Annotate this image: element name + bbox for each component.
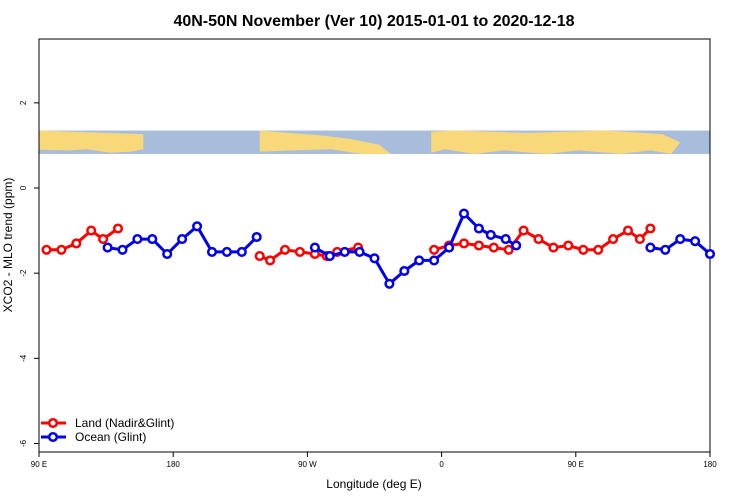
series-land-line bbox=[433, 227, 652, 252]
series-ocean-point bbox=[221, 246, 232, 257]
series-ocean-point bbox=[485, 229, 496, 240]
series-land-point bbox=[488, 242, 499, 253]
series-layer bbox=[41, 208, 716, 289]
series-ocean-point bbox=[192, 221, 203, 232]
x-tick-label: 180 bbox=[703, 460, 717, 469]
y-axis: 2 0 -2 -4 -6 bbox=[19, 100, 39, 447]
y-tick-label: 2 bbox=[19, 100, 28, 105]
series-land-point bbox=[98, 234, 109, 245]
map-strip bbox=[39, 130, 710, 154]
series-land-point bbox=[563, 240, 574, 251]
series-ocean-point bbox=[324, 251, 335, 262]
series-ocean-point bbox=[675, 234, 686, 245]
series-ocean-point bbox=[309, 242, 320, 253]
series-land-point bbox=[548, 242, 559, 253]
series-ocean-point bbox=[384, 278, 395, 289]
series-ocean-point bbox=[147, 234, 158, 245]
series-ocean-point bbox=[162, 248, 173, 260]
series-land-point bbox=[622, 225, 634, 236]
legend-land-marker bbox=[47, 417, 59, 429]
x-axis: 90 E 180 90 W 0 90 E 180 bbox=[31, 452, 717, 469]
series-land-point bbox=[645, 223, 656, 234]
series-ocean-point bbox=[704, 248, 716, 260]
series-ocean-point bbox=[660, 244, 671, 255]
legend: Land (Nadir&Glint) Ocean (Glint) bbox=[41, 416, 174, 444]
series-ocean-point bbox=[236, 246, 247, 257]
series-ocean-point bbox=[354, 246, 365, 257]
series-land-point bbox=[634, 234, 645, 245]
legend-ocean-label: Ocean (Glint) bbox=[75, 430, 146, 444]
y-tick-label: 0 bbox=[19, 185, 28, 190]
series-ocean-point bbox=[645, 242, 656, 253]
map-land-2 bbox=[259, 130, 391, 154]
x-tick-label: 0 bbox=[439, 460, 444, 469]
series-ocean-point bbox=[511, 240, 522, 251]
series-land-point bbox=[279, 244, 291, 255]
x-tick-label: 180 bbox=[167, 460, 181, 469]
series-ocean-point bbox=[414, 255, 425, 266]
series-ocean-point bbox=[117, 244, 128, 255]
series-ocean-point bbox=[473, 223, 484, 234]
series-ocean-point bbox=[177, 234, 188, 245]
series-ocean-point bbox=[369, 253, 380, 264]
series-land-point bbox=[608, 234, 619, 245]
series-land-point bbox=[41, 244, 52, 255]
x-tick-label: 90 W bbox=[298, 460, 317, 469]
legend-ocean-marker bbox=[47, 431, 59, 443]
series-land-point bbox=[86, 225, 97, 236]
map-land-3 bbox=[431, 130, 681, 154]
y-tick-label: -4 bbox=[19, 354, 28, 362]
series-land-point bbox=[503, 244, 514, 255]
series-ocean-point bbox=[132, 234, 143, 245]
x-tick-label: 90 E bbox=[31, 460, 47, 469]
series-ocean-point bbox=[429, 255, 440, 266]
series-land-point bbox=[578, 244, 589, 255]
series-land-point bbox=[56, 244, 67, 255]
series-ocean-point bbox=[251, 231, 262, 243]
series-land-point bbox=[294, 246, 305, 257]
plot-frame bbox=[38, 38, 711, 453]
series-ocean-point bbox=[102, 242, 113, 253]
x-tick-label: 90 E bbox=[568, 460, 584, 469]
series-ocean-point bbox=[500, 234, 511, 245]
series-ocean-point bbox=[458, 208, 470, 219]
series-land-point bbox=[458, 238, 470, 249]
map-land-1 bbox=[39, 130, 144, 153]
series-land-point bbox=[518, 225, 529, 236]
series-ocean-point bbox=[690, 236, 701, 247]
y-axis-label: XCO2 - MLO trend (ppm) bbox=[1, 178, 15, 313]
y-tick-label: -6 bbox=[19, 439, 28, 447]
series-land-point bbox=[71, 238, 82, 249]
legend-land-label: Land (Nadir&Glint) bbox=[75, 416, 174, 430]
series-land-point bbox=[265, 255, 276, 266]
series-ocean-point bbox=[399, 265, 410, 277]
series-land-point bbox=[593, 244, 604, 255]
series-land-point bbox=[533, 234, 544, 245]
series-ocean-point bbox=[444, 242, 455, 253]
x-axis-label: Longitude (deg E) bbox=[326, 477, 421, 491]
y-tick-label: -2 bbox=[19, 269, 28, 277]
series-land-point bbox=[254, 251, 265, 262]
series-land-point bbox=[112, 223, 124, 234]
series-land-point bbox=[473, 240, 484, 251]
chart-title: 40N-50N November (Ver 10) 2015-01-01 to … bbox=[173, 13, 574, 30]
series-ocean-point bbox=[339, 246, 350, 257]
series-ocean-point bbox=[206, 246, 218, 257]
series-land-point bbox=[429, 244, 440, 255]
